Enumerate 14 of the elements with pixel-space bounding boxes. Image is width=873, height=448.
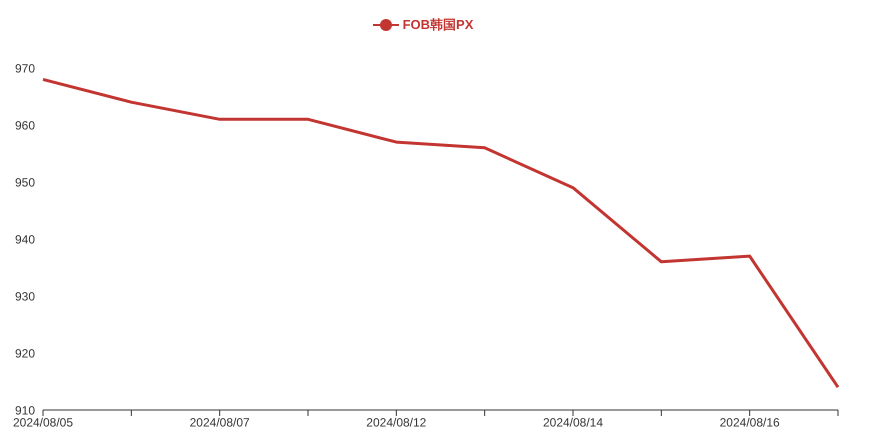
y-tick-label: 940 [14, 232, 36, 246]
y-tick-label: 950 [14, 175, 36, 190]
x-tick-label: 2024/08/05 [12, 416, 74, 430]
y-tick-label: 920 [14, 346, 36, 360]
x-tick-label: 2024/08/16 [720, 416, 780, 430]
x-tick-label: 2024/08/07 [190, 416, 250, 430]
line-series [42, 78, 840, 389]
y-tick-label: 970 [14, 61, 36, 76]
legend-label: FOB韩国PX [402, 16, 474, 34]
x-tick-label: 2024/08/12 [366, 416, 427, 430]
y-tick-label: 910 [14, 403, 36, 418]
x-tick-label: 2024/08/14 [542, 416, 604, 430]
y-tick-label: 930 [14, 289, 36, 304]
y-tick-label: 960 [14, 118, 36, 132]
